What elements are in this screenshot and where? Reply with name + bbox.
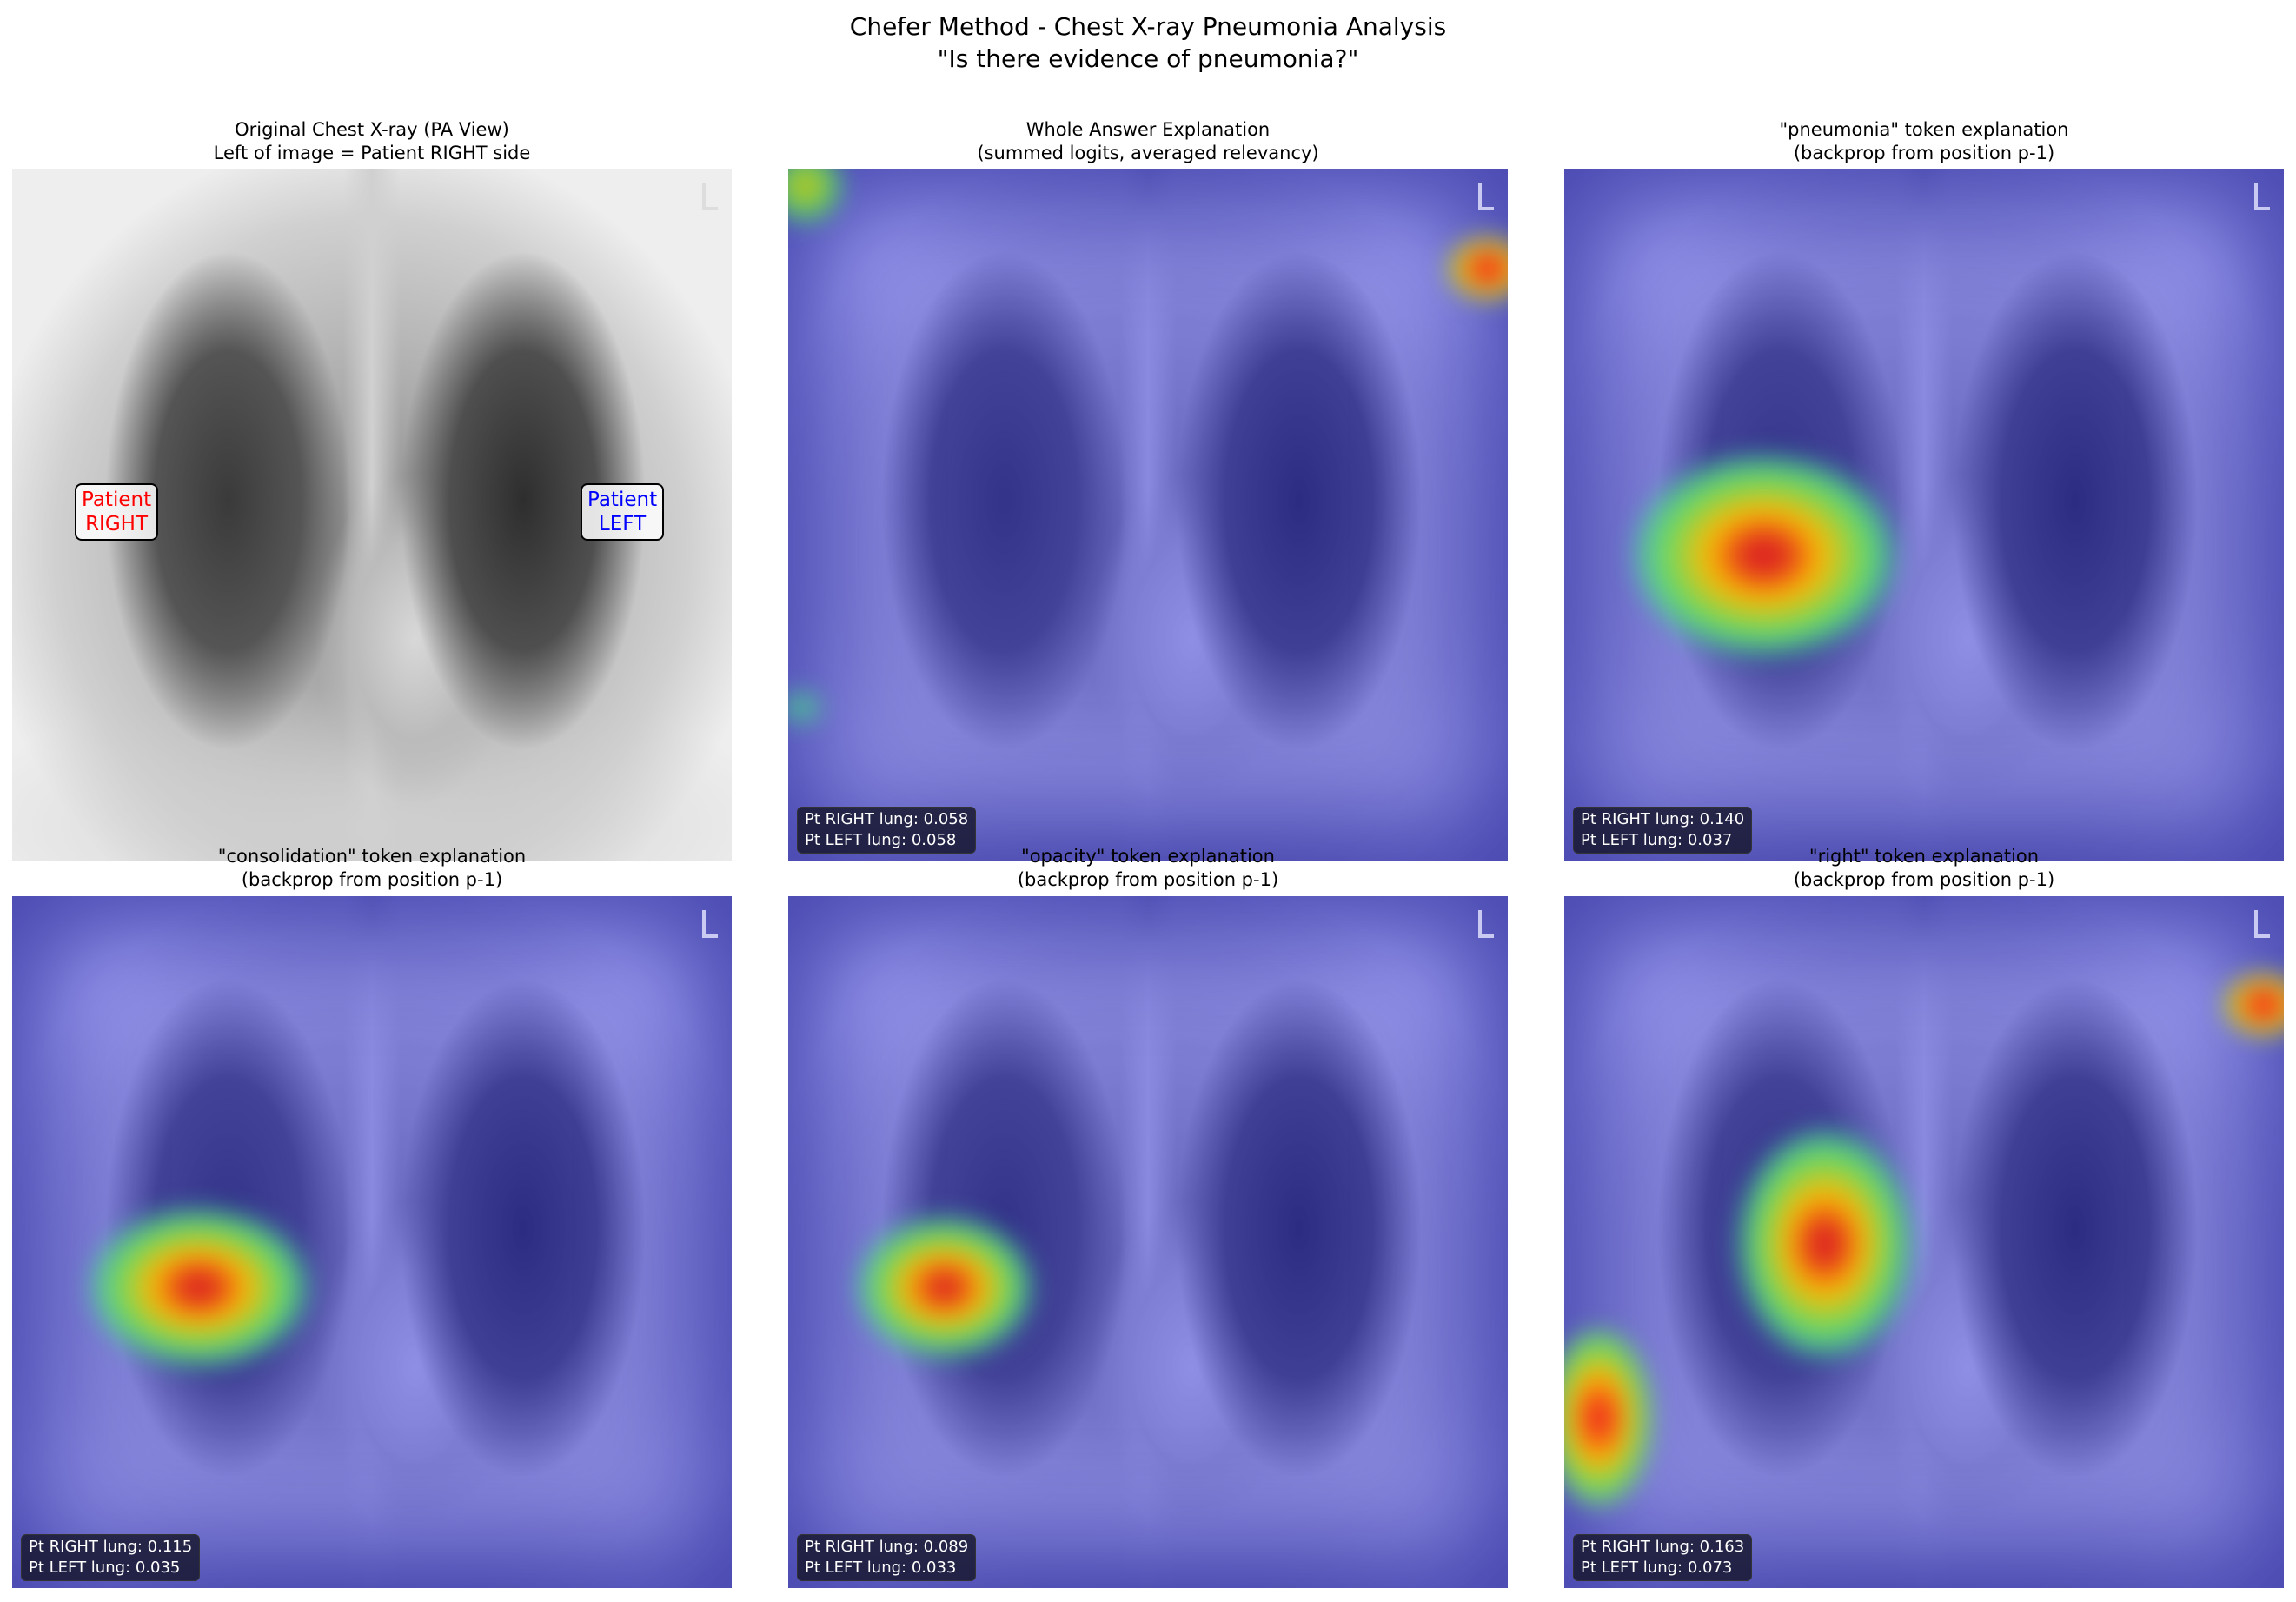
panel-title: "opacity" token explanation <box>1021 846 1275 867</box>
panel-title: Whole Answer Explanation <box>1025 119 1271 140</box>
patient-left-label: Patient LEFT <box>581 483 665 541</box>
whole-answer-heatmap-panel: Pt RIGHT lung: 0.058 Pt LEFT lung: 0.058 <box>788 169 1508 861</box>
opacity-token-heatmap-panel: Pt RIGHT lung: 0.089 Pt LEFT lung: 0.033 <box>788 896 1508 1588</box>
patient-right-label: Patient RIGHT <box>75 483 159 541</box>
l-marker <box>702 910 718 938</box>
panel-title: Original Chest X-ray (PA View) <box>235 119 509 140</box>
lung-relevance-box: Pt RIGHT lung: 0.140 Pt LEFT lung: 0.037 <box>1573 807 1753 854</box>
l-marker <box>2254 910 2270 938</box>
heatmap-hotspot <box>1449 238 1508 299</box>
panel-title: "pneumonia" token explanation <box>1779 119 2069 140</box>
figure-subtitle: "Is there evidence of pneumonia?" <box>937 44 1359 73</box>
l-marker <box>702 183 718 210</box>
l-marker <box>1478 910 1494 938</box>
heatmap-hotspot <box>1634 455 1895 655</box>
panel-subtitle: Left of image = Patient RIGHT side <box>213 143 531 163</box>
right-token-heatmap-panel: Pt RIGHT lung: 0.163 Pt LEFT lung: 0.073 <box>1564 896 2284 1588</box>
panel-title: "right" token explanation <box>1808 846 2040 867</box>
panel-subtitle: (backprop from position p-1) <box>1793 143 2055 163</box>
heatmap-hotspot <box>90 1209 308 1366</box>
panel-subtitle: (backprop from position p-1) <box>1017 869 1279 890</box>
lung-relevance-box: Pt RIGHT lung: 0.058 Pt LEFT lung: 0.058 <box>797 807 977 854</box>
panel-title: "consolidation" token explanation <box>217 846 527 867</box>
heatmap-hotspot <box>1738 1131 1912 1357</box>
l-marker <box>2254 183 2270 210</box>
pneumonia-token-heatmap-panel: Pt RIGHT lung: 0.140 Pt LEFT lung: 0.037 <box>1564 169 2284 861</box>
heatmap-hotspot <box>858 1218 1032 1357</box>
panel-subtitle: (backprop from position p-1) <box>1793 869 2055 890</box>
panel-subtitle: (summed logits, averaged relevancy) <box>977 143 1319 163</box>
figure-title: Chefer Method - Chest X-ray Pneumonia An… <box>849 12 1447 41</box>
original-xray-panel: Patient RIGHT Patient LEFT <box>12 169 732 861</box>
lung-relevance-box: Pt RIGHT lung: 0.163 Pt LEFT lung: 0.073 <box>1573 1534 1753 1581</box>
consolidation-token-heatmap-panel: Pt RIGHT lung: 0.115 Pt LEFT lung: 0.035 <box>12 896 732 1588</box>
lung-relevance-box: Pt RIGHT lung: 0.115 Pt LEFT lung: 0.035 <box>21 1534 201 1581</box>
l-marker <box>1478 183 1494 210</box>
panel-subtitle: (backprop from position p-1) <box>241 869 503 890</box>
lung-relevance-box: Pt RIGHT lung: 0.089 Pt LEFT lung: 0.033 <box>797 1534 977 1581</box>
